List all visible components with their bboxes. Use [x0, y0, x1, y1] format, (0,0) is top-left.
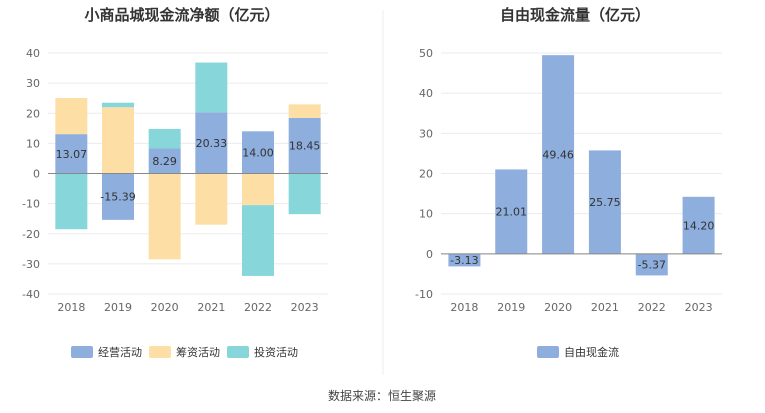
data-label: 14.20	[683, 219, 715, 232]
bar	[588, 150, 621, 254]
bar	[148, 148, 181, 174]
data-label: 20.33	[196, 137, 228, 150]
data-label: -5.37	[638, 259, 666, 272]
x-tick-label: 2020	[151, 301, 179, 314]
x-tick-label: 2021	[591, 301, 619, 314]
x-tick-label: 2020	[544, 301, 572, 314]
data-label: -15.39	[100, 191, 135, 204]
y-tick-label: 30	[26, 77, 40, 90]
legend-label: 筹资活动	[176, 345, 220, 359]
y-tick-label: 20	[26, 107, 40, 120]
data-label: -3.13	[450, 254, 478, 267]
data-source: 数据来源：恒生聚源	[328, 388, 436, 403]
legend-swatch	[149, 346, 171, 358]
bar	[242, 205, 274, 276]
y-tick-label: 50	[419, 47, 433, 60]
y-tick-label: 30	[419, 127, 433, 140]
x-tick-label: 2021	[197, 301, 225, 314]
legend-swatch	[71, 346, 93, 358]
bar	[102, 107, 134, 174]
bar	[542, 55, 575, 254]
data-label: 13.07	[56, 148, 88, 161]
data-label: 18.45	[289, 140, 321, 153]
bar	[682, 196, 715, 254]
bar	[55, 173, 88, 230]
bar	[102, 173, 134, 220]
y-tick-label: -30	[22, 258, 40, 271]
y-tick-label: 0	[33, 168, 40, 181]
x-tick-label: 2019	[104, 301, 132, 314]
y-tick-label: 40	[419, 87, 433, 100]
x-tick-label: 2018	[450, 301, 478, 314]
bar	[148, 173, 181, 260]
x-tick-label: 2023	[291, 301, 319, 314]
bar	[448, 253, 481, 267]
bar	[242, 131, 274, 174]
bar	[195, 173, 228, 225]
data-label: 8.29	[152, 155, 177, 168]
x-tick-label: 2022	[244, 301, 272, 314]
data-label: 49.46	[542, 149, 574, 162]
bar	[242, 173, 274, 206]
y-tick-label: -10	[22, 198, 40, 211]
legend-label: 经营活动	[98, 345, 142, 359]
bar	[195, 62, 228, 113]
bar	[148, 128, 181, 149]
bar	[102, 102, 134, 108]
bar	[288, 173, 321, 215]
data-label: 21.01	[496, 206, 528, 219]
right-chart: 50 40 30 20 10 0 -10 2018 2019 2020 2021 2022 2023 -3…	[415, 47, 722, 359]
y-tick-label: -20	[22, 228, 40, 241]
x-tick-label: 2018	[57, 301, 85, 314]
legend-label: 投资活动	[254, 345, 298, 359]
y-tick-label: -40	[22, 288, 40, 301]
y-tick-label: -10	[415, 288, 433, 301]
bar	[195, 112, 228, 174]
x-tick-label: 2023	[685, 301, 713, 314]
y-tick-label: 10	[419, 208, 433, 221]
left-chart: 40 30 20 10 0 -10 -20 -30 -40 2018 2019 2020 2021 202…	[22, 47, 328, 359]
y-tick-label: 0	[426, 248, 433, 261]
right-chart-title: 自由现金流量（亿元）	[500, 6, 650, 24]
legend-swatch	[537, 346, 559, 358]
bar	[495, 169, 528, 254]
bar	[288, 104, 321, 118]
left-chart-title: 小商品城现金流净额（亿元）	[84, 6, 279, 24]
bar	[55, 134, 88, 174]
data-label: 14.00	[242, 146, 274, 159]
legend-label: 自由现金流	[564, 345, 619, 359]
x-tick-label: 2019	[497, 301, 525, 314]
bar	[288, 117, 321, 174]
legend-swatch	[227, 346, 249, 358]
y-tick-label: 20	[419, 168, 433, 181]
bar	[635, 253, 668, 276]
y-tick-label: 40	[26, 47, 40, 60]
y-tick-label: 10	[26, 137, 40, 150]
data-label: 25.75	[589, 196, 621, 209]
bar	[55, 97, 88, 135]
x-tick-label: 2022	[638, 301, 666, 314]
